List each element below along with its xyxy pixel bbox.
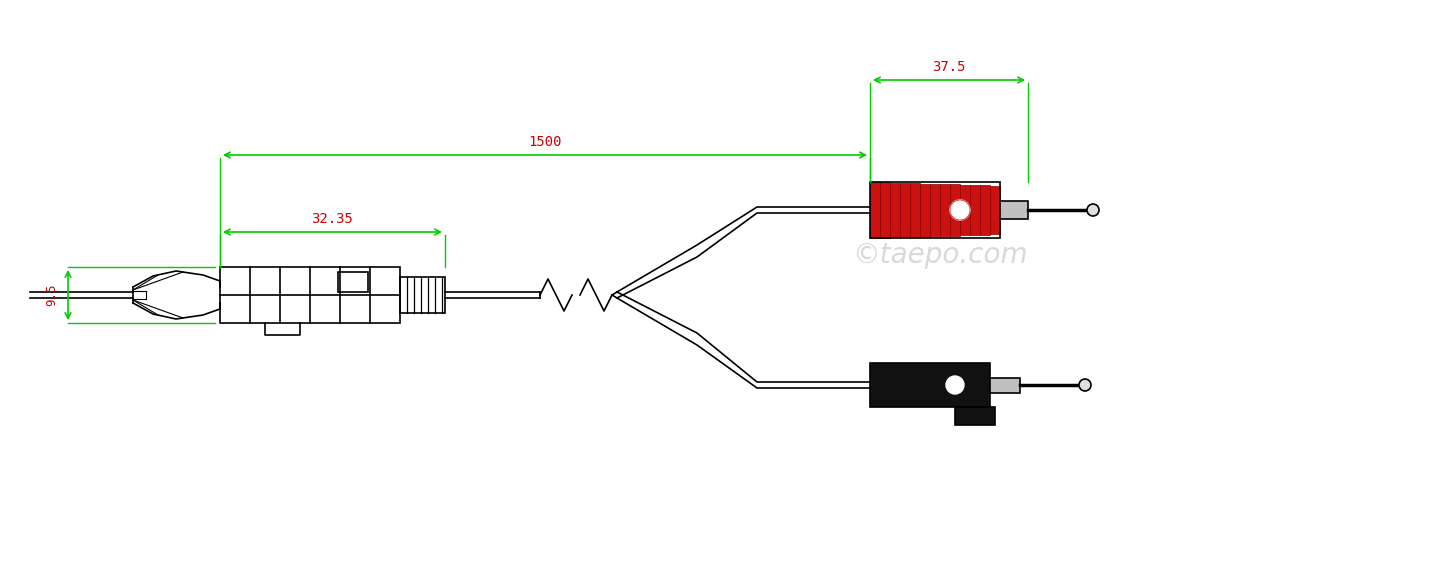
- Text: 37.5: 37.5: [932, 60, 965, 74]
- Bar: [979, 185, 990, 235]
- Bar: [899, 183, 909, 237]
- Bar: [939, 184, 949, 236]
- Text: 1500: 1500: [528, 135, 561, 149]
- Bar: [871, 363, 990, 407]
- Bar: [221, 267, 400, 323]
- Bar: [959, 185, 969, 235]
- Bar: [955, 407, 995, 425]
- Bar: [338, 272, 368, 292]
- Bar: [949, 184, 959, 235]
- Text: 9.5: 9.5: [46, 284, 59, 306]
- Bar: [871, 182, 879, 238]
- Circle shape: [947, 376, 964, 394]
- Bar: [990, 378, 1020, 393]
- Text: ©taepo.com: ©taepo.com: [852, 241, 1028, 269]
- Bar: [871, 182, 1000, 238]
- Bar: [881, 182, 889, 238]
- Text: 32.35: 32.35: [312, 212, 354, 226]
- Bar: [919, 184, 929, 237]
- Bar: [400, 277, 445, 313]
- Bar: [1000, 201, 1028, 219]
- Bar: [929, 184, 939, 236]
- Bar: [891, 183, 899, 237]
- Bar: [909, 183, 919, 237]
- Bar: [990, 185, 1000, 234]
- Bar: [969, 185, 979, 235]
- Circle shape: [949, 200, 969, 220]
- Circle shape: [1087, 204, 1098, 216]
- Circle shape: [1078, 379, 1091, 391]
